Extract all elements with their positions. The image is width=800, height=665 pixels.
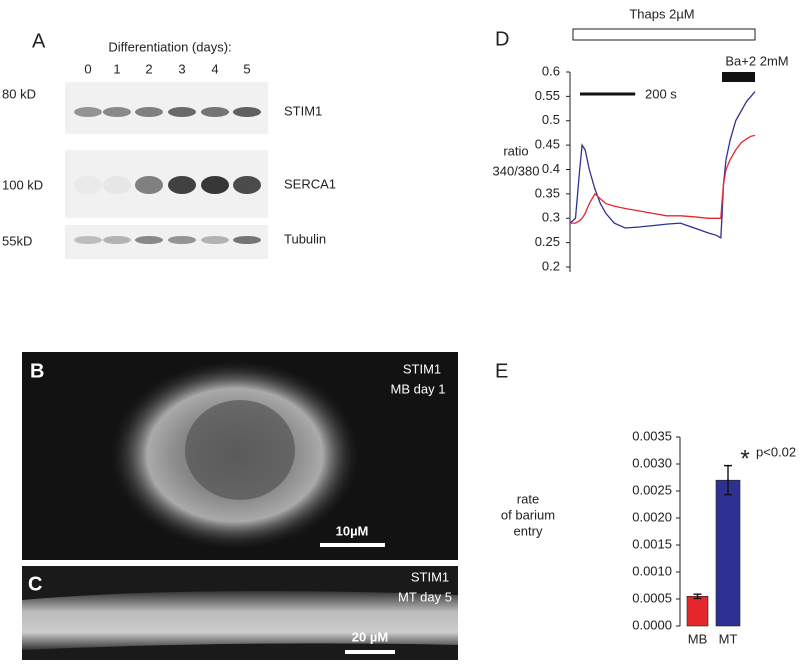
blot-title: Differentiation (days):: [108, 39, 231, 54]
protein-label: Tubulin: [284, 231, 326, 246]
y-tick-label: 0.4: [542, 161, 560, 176]
blot-band: [233, 236, 261, 244]
trace: [569, 91, 756, 239]
y-tick-label: 0.0005: [632, 590, 672, 605]
bar: [715, 479, 741, 627]
blot-band: [135, 107, 163, 117]
scale-label: 200 s: [645, 86, 677, 101]
blot-band: [74, 107, 102, 117]
panel-label: E: [495, 360, 508, 382]
blot-band: [201, 176, 229, 194]
myotube: [22, 591, 458, 650]
lane-label: 0: [84, 61, 91, 76]
significance: *: [740, 445, 749, 472]
treatment-label: Thaps 2µM: [629, 6, 694, 21]
blot-band: [103, 176, 131, 194]
panel-label: D: [495, 28, 509, 50]
y-tick-label: 0.0035: [632, 428, 672, 443]
marker-label: 100 kD: [2, 177, 43, 192]
blot-band: [168, 236, 196, 244]
y-tick-label: 0.55: [535, 88, 560, 103]
blot-band: [233, 176, 261, 194]
blot-band: [201, 107, 229, 117]
blot-band: [103, 236, 131, 244]
panel-label: C: [28, 573, 42, 595]
blot-band: [135, 236, 163, 244]
y-label: ratio: [503, 143, 528, 158]
y-tick-label: 0.0030: [632, 455, 672, 470]
scale-label: 20 µM: [352, 629, 388, 644]
marker-label: 55kD: [2, 233, 32, 248]
blot-band: [233, 107, 261, 117]
stain-label: STIM1: [403, 361, 441, 376]
treatment-bar: [722, 72, 755, 82]
lane-label: 4: [211, 61, 218, 76]
marker-label: 80 kD: [2, 86, 36, 101]
y-tick-label: 0.0000: [632, 617, 672, 632]
y-tick-label: 0.6: [542, 63, 560, 78]
blot-band: [201, 236, 229, 244]
lane-label: 2: [145, 61, 152, 76]
y-tick-label: 0.0010: [632, 563, 672, 578]
blot-band: [168, 107, 196, 117]
lane-label: 3: [178, 61, 185, 76]
y-label: of barium: [501, 507, 555, 522]
treatment-label: Ba+2 2mM: [725, 53, 788, 68]
y-tick-label: 0.0025: [632, 482, 672, 497]
trace: [570, 134, 756, 224]
error-bar: [724, 464, 732, 496]
panel-label: B: [30, 360, 44, 382]
protein-label: STIM1: [284, 103, 322, 118]
y-tick-label: 0.5: [542, 112, 560, 127]
stain-label: MB day 1: [391, 381, 446, 396]
y-tick-label: 0.2: [542, 258, 560, 273]
p-value: p<0.02: [756, 444, 796, 459]
blot-band: [103, 107, 131, 117]
blot-band: [74, 176, 102, 194]
error-bar: [693, 593, 702, 600]
y-label: entry: [514, 523, 543, 538]
y-tick-label: 0.3: [542, 210, 560, 225]
scale-bar: [345, 650, 395, 654]
treatment-bar: [572, 28, 756, 41]
scale-bar: [320, 543, 385, 547]
nucleus: [185, 400, 295, 500]
lane-label: 5: [243, 61, 250, 76]
x-tick-label: MT: [719, 631, 738, 646]
blot-strip: [65, 225, 268, 259]
y-tick-label: 0.25: [535, 234, 560, 249]
lane-label: 1: [113, 61, 120, 76]
x-tick-label: MB: [688, 631, 708, 646]
y-tick-label: 0.45: [535, 137, 560, 152]
stain-label: STIM1: [411, 569, 449, 584]
y-label: 340/380: [493, 163, 540, 178]
bar: [686, 595, 709, 627]
scale-label: 10µM: [336, 523, 369, 538]
y-tick-label: 0.35: [535, 185, 560, 200]
blot-band: [135, 176, 163, 194]
blot-band: [168, 176, 196, 194]
blot-band: [74, 236, 102, 244]
stain-label: MT day 5: [398, 589, 452, 604]
panel-label: A: [32, 30, 46, 52]
y-tick-label: 0.0015: [632, 536, 672, 551]
blot-strip: [65, 82, 268, 134]
protein-label: SERCA1: [284, 176, 336, 191]
y-tick-label: 0.0020: [632, 509, 672, 524]
y-label: rate: [517, 491, 539, 506]
